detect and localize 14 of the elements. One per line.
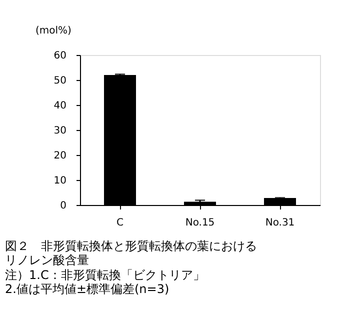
y-axis-title: (mol%) — [36, 26, 72, 36]
x-tick-label: C — [116, 218, 124, 228]
y-tick-label: 50 — [54, 76, 66, 86]
y-tick-label: 60 — [54, 50, 66, 62]
y-tick-label: 30 — [54, 126, 66, 136]
y-tick-label: 10 — [54, 176, 66, 186]
text: 注）1.C：非形質転換「ビクトリア」 — [5, 268, 205, 282]
text: 2.値は平均値±標準偏差(n=3) — [5, 282, 170, 296]
x-tick-label: No.15 — [185, 218, 215, 228]
y-tick-label: 40 — [54, 100, 66, 112]
y-tick-label: 20 — [54, 150, 66, 162]
y-tick-label: 0 — [60, 200, 66, 212]
text: 図２ 非形質転換体と形質転換体の葉におけるリノレン酸含量 — [5, 239, 257, 267]
x-tick-label: No.31 — [265, 218, 295, 228]
